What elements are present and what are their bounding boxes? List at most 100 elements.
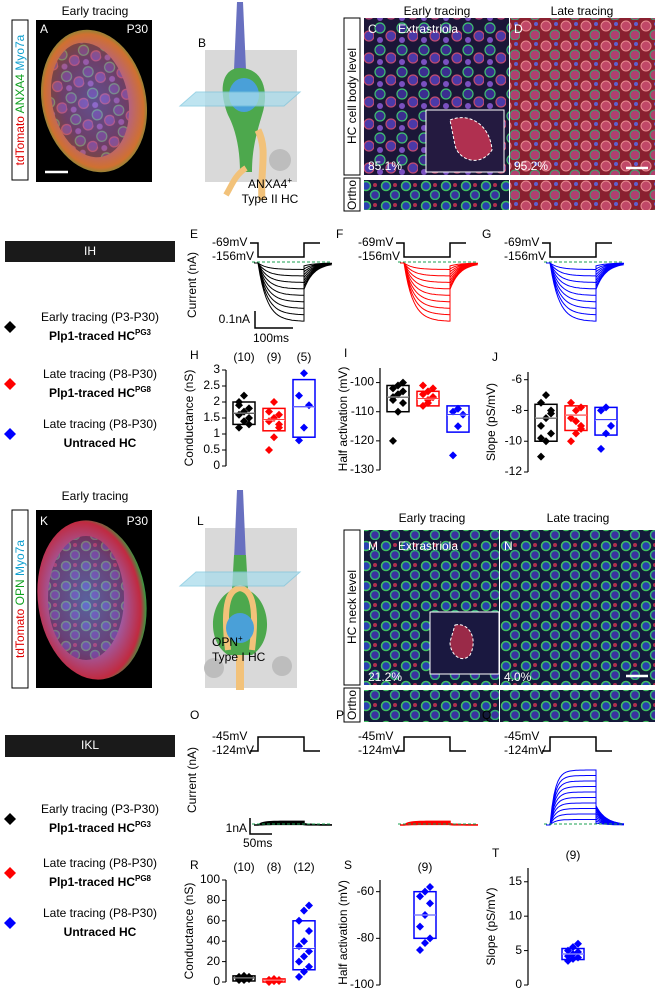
marker-sup: + bbox=[287, 176, 292, 185]
y-tick-label: -80 bbox=[357, 931, 375, 945]
stain: tdTomato bbox=[13, 116, 27, 166]
y-axis-label: Conductance (nS) bbox=[182, 883, 196, 980]
data-point bbox=[240, 391, 248, 400]
data-point bbox=[300, 369, 308, 378]
voltage-label: -156mV bbox=[358, 249, 400, 263]
region-label: Extrastriola bbox=[398, 22, 458, 36]
voltage-label: -124mV bbox=[212, 743, 254, 757]
data-point bbox=[567, 414, 575, 423]
data-point bbox=[300, 906, 308, 915]
y-axis-label: Half activation (mV) bbox=[336, 880, 350, 985]
scale-label: 1nA bbox=[226, 821, 247, 835]
panel-letter: K bbox=[40, 514, 48, 528]
legend-marker bbox=[4, 428, 16, 440]
marker-label: ANXA4+ bbox=[248, 176, 292, 192]
section-bar bbox=[5, 241, 175, 262]
legend-text: Late tracing (P8-P30) bbox=[43, 367, 157, 381]
data-point bbox=[607, 421, 615, 430]
voltage-label: -156mV bbox=[212, 249, 254, 263]
cell-label: Type I HC bbox=[212, 650, 266, 664]
y-tick-label: 40 bbox=[207, 933, 221, 947]
y-tick-label: 100 bbox=[200, 872, 220, 886]
stain-label: tdTomato ANXA4 Myo7a bbox=[13, 34, 27, 165]
n-label: (5) bbox=[297, 350, 312, 364]
legend-marker bbox=[4, 917, 16, 929]
inset-cell bbox=[449, 624, 474, 660]
cell-label: Type II HC bbox=[242, 192, 299, 206]
y-axis-label: Half activation (mV) bbox=[336, 367, 350, 472]
n-label: (9) bbox=[566, 848, 581, 862]
panel-letter: P bbox=[336, 708, 344, 722]
stain: tdTomato bbox=[13, 608, 27, 658]
data-point bbox=[389, 436, 397, 445]
data-point bbox=[454, 422, 462, 431]
panel-letter: A bbox=[40, 22, 48, 36]
stain: ANXA4 bbox=[13, 74, 27, 114]
data-point bbox=[235, 974, 243, 983]
n-label: (12) bbox=[293, 860, 314, 874]
imaging-plane bbox=[178, 91, 302, 107]
stain: OPN bbox=[13, 579, 27, 605]
percent-label: 95.2% bbox=[514, 159, 548, 173]
y-tick-label: -60 bbox=[357, 884, 375, 898]
n-label: (10) bbox=[233, 350, 254, 364]
legend-text: Late tracing (P8-P30) bbox=[43, 906, 157, 920]
legend-group: Untraced HC bbox=[64, 436, 137, 450]
ortho-d bbox=[510, 180, 655, 210]
data-point bbox=[295, 916, 303, 925]
y-tick-label: -100 bbox=[350, 977, 374, 991]
panel-title: Early tracing bbox=[62, 489, 129, 503]
hair-bundle bbox=[234, 2, 246, 70]
data-point bbox=[389, 396, 397, 405]
legend-sup: PG3 bbox=[135, 820, 152, 829]
panel-letter: Q bbox=[482, 708, 491, 722]
nucleus-support bbox=[269, 149, 291, 171]
y-tick-label: 5 bbox=[515, 943, 522, 957]
voltage-protocol bbox=[250, 736, 320, 752]
hair-bundle bbox=[234, 490, 246, 560]
legend-group-name: Untraced HC bbox=[64, 436, 137, 450]
legend-group-name: Plp1-traced HC bbox=[49, 821, 135, 835]
voltage-label: -69mV bbox=[504, 235, 539, 249]
data-point bbox=[564, 946, 572, 955]
data-point bbox=[245, 404, 253, 413]
y-tick-label: -120 bbox=[350, 433, 374, 447]
voltage-protocol bbox=[396, 736, 466, 752]
data-point bbox=[399, 387, 407, 396]
panel-title: Early tracing bbox=[404, 4, 471, 18]
marker-label: OPN+ bbox=[212, 634, 243, 650]
marker: ANXA4 bbox=[248, 177, 288, 191]
legend-marker bbox=[4, 867, 16, 879]
data-point bbox=[424, 398, 432, 407]
data-point bbox=[597, 406, 605, 415]
data-point bbox=[416, 922, 424, 931]
label-box bbox=[343, 529, 361, 686]
voltage-label: -156mV bbox=[504, 249, 546, 263]
section-label: IKL bbox=[81, 738, 99, 752]
data-point bbox=[419, 381, 427, 390]
data-point bbox=[416, 892, 424, 901]
legend-text: Early tracing (P3-P30) bbox=[41, 802, 159, 816]
legend-sup: PG3 bbox=[135, 328, 152, 337]
y-tick-label: 1.5 bbox=[203, 410, 220, 424]
n-label: (9) bbox=[267, 350, 282, 364]
panel-letter: C bbox=[368, 22, 377, 36]
legend-group-name: Untraced HC bbox=[64, 925, 137, 939]
scale-label: 0.1nA bbox=[219, 312, 250, 326]
panel-letter: M bbox=[368, 539, 378, 553]
voltage-label: -124mV bbox=[358, 743, 400, 757]
legend-group: Untraced HC bbox=[64, 925, 137, 939]
y-tick-label: 2 bbox=[213, 394, 220, 408]
data-point bbox=[295, 957, 303, 966]
data-point bbox=[426, 899, 434, 908]
y-tick-label: 0 bbox=[213, 458, 220, 472]
data-point bbox=[305, 401, 313, 410]
y-tick-label: -10 bbox=[505, 433, 523, 447]
panel-title: Early tracing bbox=[399, 511, 466, 525]
ortho-c bbox=[364, 180, 509, 210]
ortho-label: Ortho bbox=[345, 690, 359, 720]
panel-letter: I bbox=[344, 346, 347, 360]
data-point bbox=[295, 972, 303, 981]
legend-group: Plp1-traced HCPG8 bbox=[49, 385, 152, 401]
data-point bbox=[275, 420, 283, 429]
